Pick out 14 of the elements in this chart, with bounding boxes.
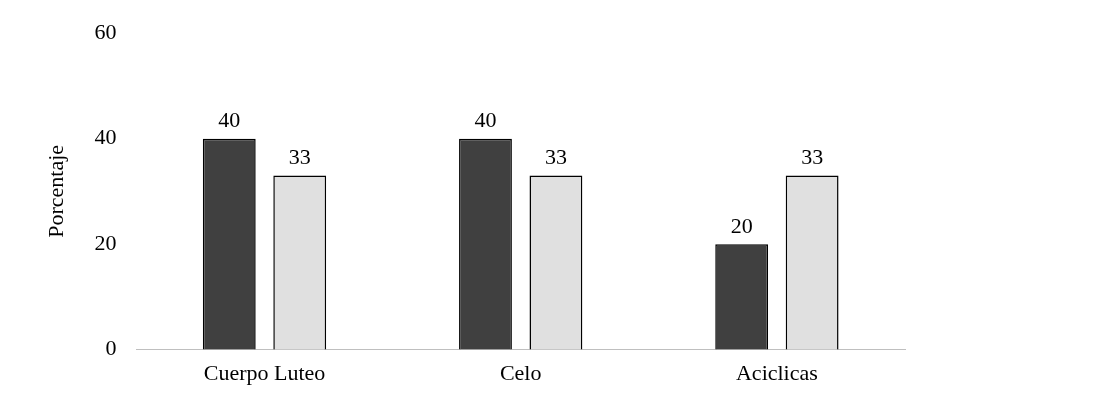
y-axis-title: Porcentaje bbox=[42, 144, 68, 238]
data-label: 33 bbox=[801, 144, 824, 170]
data-label: 33 bbox=[544, 144, 567, 170]
x-tick-label: Cuerpo Luteo bbox=[203, 359, 326, 385]
data-label: 33 bbox=[288, 144, 311, 170]
y-tick-label: 40 bbox=[94, 124, 117, 150]
data-label: 20 bbox=[730, 212, 753, 238]
y-tick-label: 0 bbox=[105, 335, 117, 361]
y-tick-label: 60 bbox=[94, 18, 117, 44]
x-tick-label: Aciclicas bbox=[735, 359, 818, 385]
data-label: 40 bbox=[474, 107, 497, 133]
x-tick-label: Celo bbox=[499, 359, 542, 385]
y-tick-label: 20 bbox=[94, 229, 117, 255]
data-label: 40 bbox=[218, 107, 241, 133]
